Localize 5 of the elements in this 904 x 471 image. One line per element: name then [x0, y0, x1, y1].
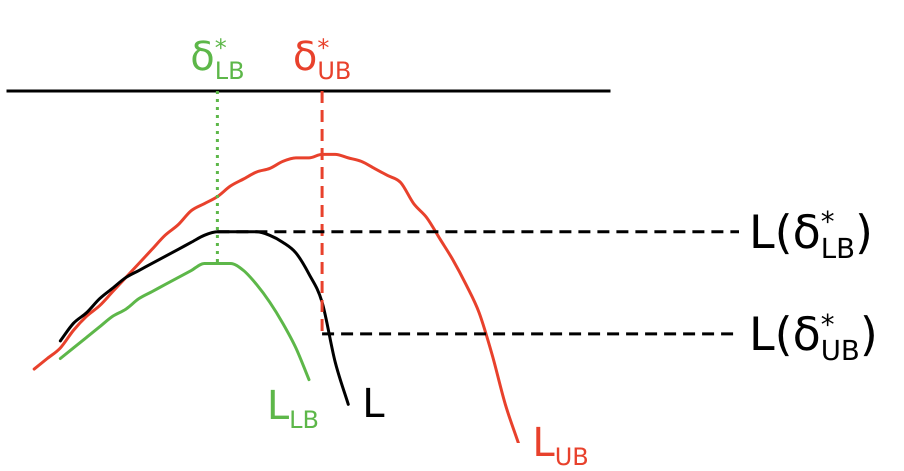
- series-label: L$_{UB}$: [532, 420, 589, 471]
- ref-line-label: L(δ$^{*}$$_{UB}$): [749, 306, 878, 368]
- series-label: L: [362, 381, 385, 428]
- ref-line-label: L(δ$^{*}$$_{LB}$): [749, 204, 873, 265]
- series-label: L$_{LB}$: [266, 382, 319, 434]
